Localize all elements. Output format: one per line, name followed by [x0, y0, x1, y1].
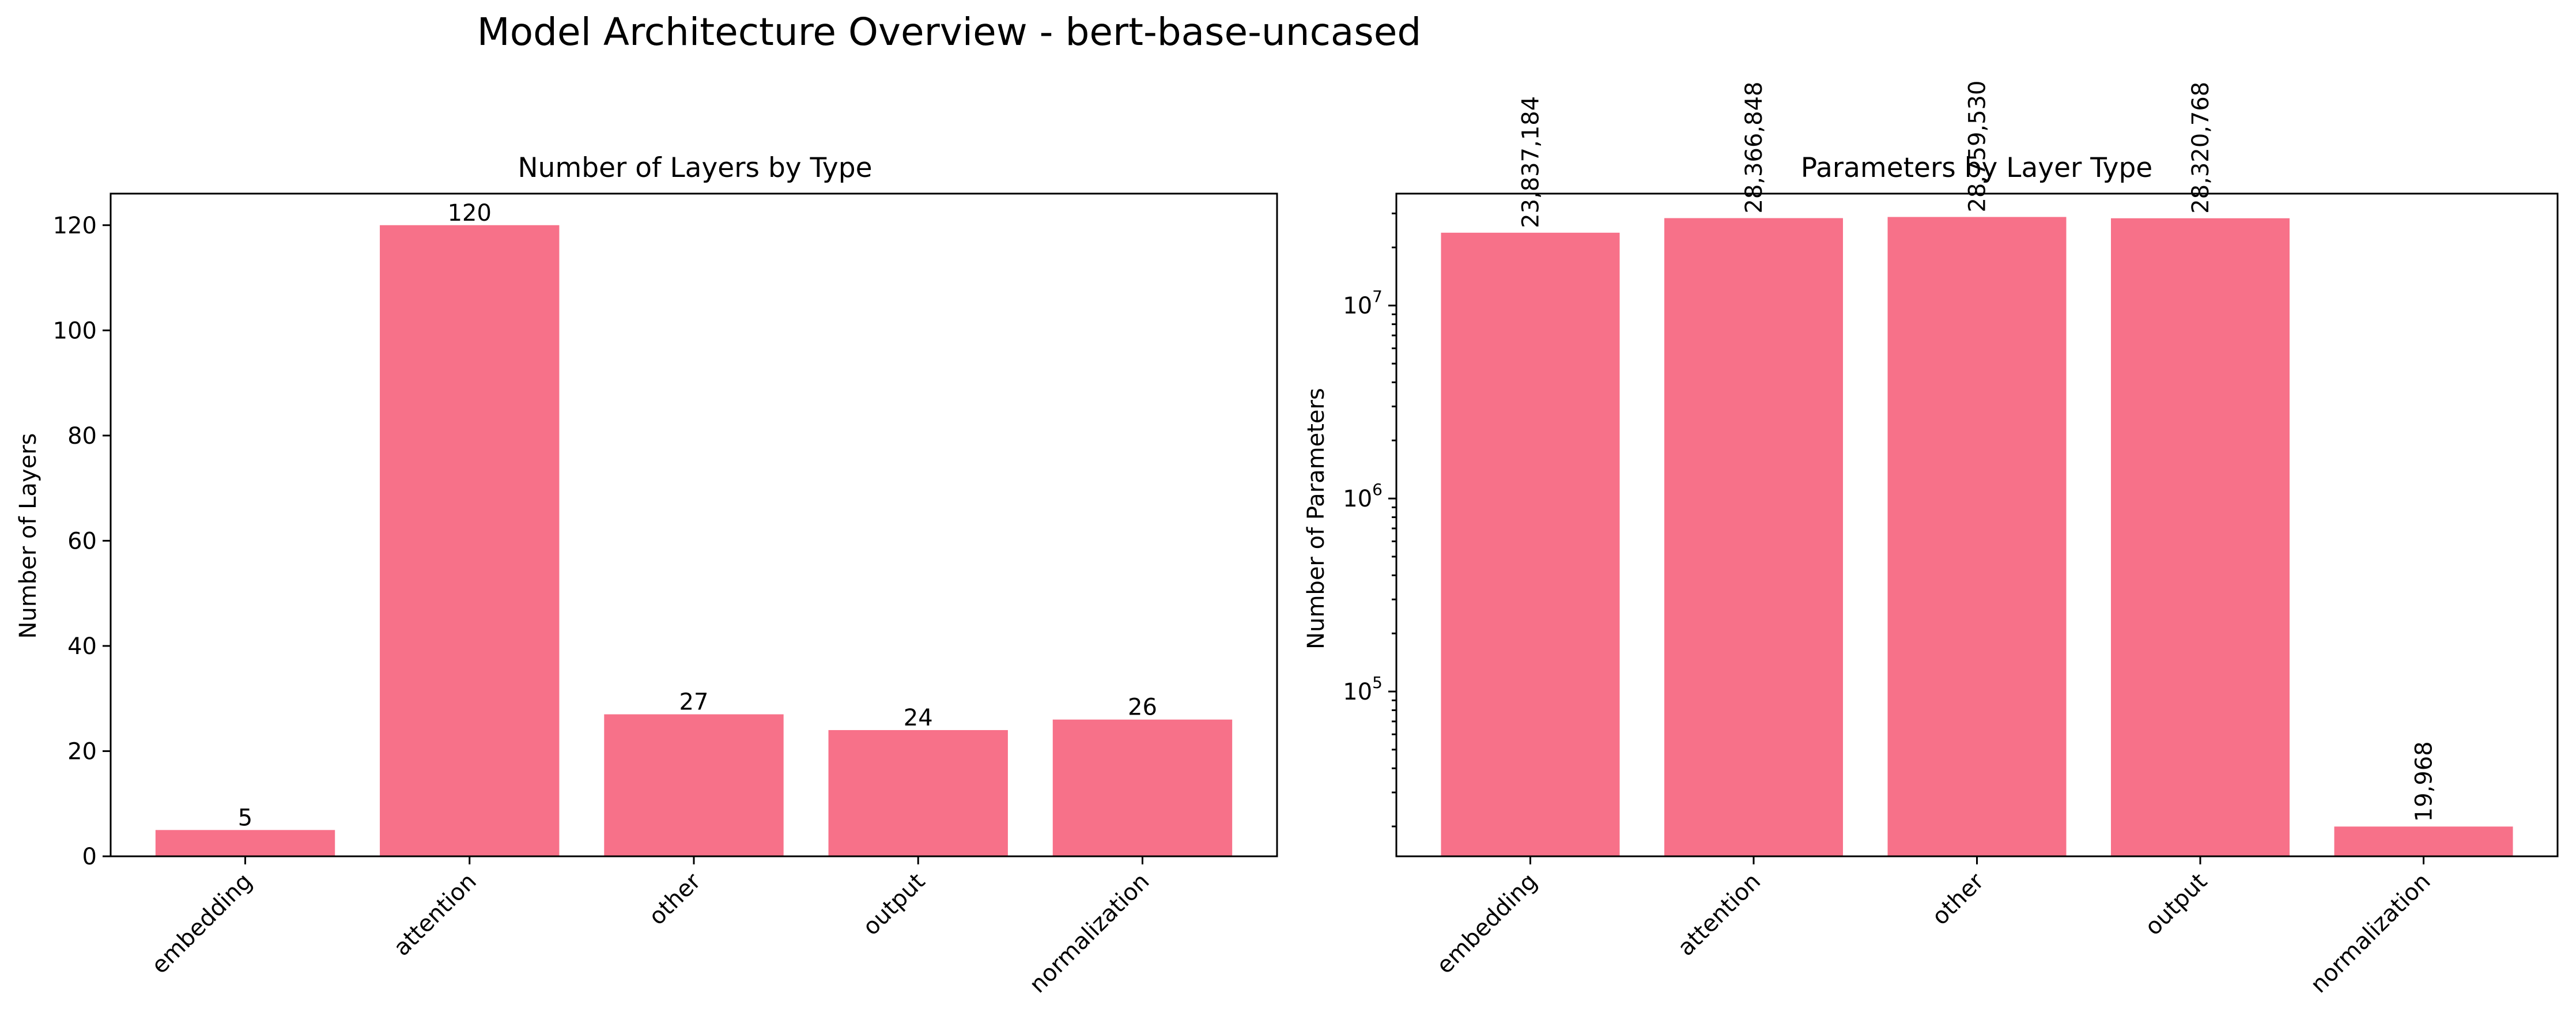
layers-x-tick-label: other	[644, 868, 706, 930]
figure-title: Model Architecture Overview - bert-base-…	[477, 10, 1421, 54]
parameters-x-tick-label: other	[1927, 868, 1989, 930]
layers-bar-output	[828, 730, 1008, 856]
parameters-bar-value-label: 28,320,768	[2188, 82, 2214, 214]
layers-chart: Number of Layers by Type Number of Layer…	[15, 152, 1278, 999]
layers-y-tick-label: 20	[67, 738, 97, 765]
parameters-bar-embedding	[1441, 232, 1620, 856]
parameters-chart-title: Parameters by Layer Type	[1801, 152, 2152, 184]
layers-y-tick-label: 40	[67, 633, 97, 660]
layers-y-tick-label: 80	[67, 423, 97, 449]
parameters-y-tick-label: 105	[1343, 673, 1383, 705]
parameters-bar-output	[2111, 218, 2290, 857]
layers-bar-other	[604, 714, 784, 856]
parameters-x-tick-label: attention	[1673, 868, 1766, 962]
layers-chart-title: Number of Layers by Type	[518, 152, 872, 184]
parameters-bar-value-label: 19,968	[2411, 741, 2438, 822]
parameters-y-tick-label: 107	[1343, 287, 1383, 319]
parameters-x-tick-label: output	[2140, 868, 2212, 941]
layers-bar-value-label: 5	[238, 804, 252, 831]
layers-chart-plot-frame	[109, 192, 1278, 857]
layers-y-tick-label: 120	[53, 213, 97, 239]
layers-bar-value-label: 24	[904, 705, 933, 731]
parameters-bar-value-label: 28,366,848	[1741, 81, 1767, 213]
parameters-x-tick-label: embedding	[1431, 868, 1542, 979]
layers-x-tick-label: attention	[388, 868, 482, 962]
layers-y-tick-label: 60	[67, 528, 97, 554]
layers-x-tick-label: embedding	[146, 868, 257, 979]
parameters-bar-other	[1887, 217, 2067, 857]
layers-bar-value-label: 120	[448, 200, 492, 226]
parameters-chart: Parameters by Layer Type Number of Param…	[1303, 80, 2559, 999]
layers-x-tick-label: normalization	[1025, 868, 1155, 999]
parameters-bar-attention	[1664, 218, 1843, 856]
parameters-x-tick-label: normalization	[2306, 868, 2436, 999]
parameters-chart-plot-frame	[1395, 192, 2559, 857]
parameters-chart-y-axis-label: Number of Parameters	[1303, 388, 1329, 649]
layers-y-tick-label: 100	[53, 318, 97, 344]
layers-chart-y-axis-label: Number of Layers	[15, 433, 41, 638]
layers-bar-value-label: 27	[679, 689, 709, 716]
layers-bar-attention	[380, 225, 560, 856]
layers-bar-embedding	[155, 830, 335, 856]
layers-bar-normalization	[1052, 719, 1233, 856]
parameters-y-tick-label: 106	[1343, 480, 1383, 512]
layers-x-tick-label: output	[858, 868, 930, 941]
parameters-bar-value-label: 23,837,184	[1518, 96, 1544, 228]
layers-y-tick-label: 0	[82, 844, 97, 870]
parameters-bar-normalization	[2334, 826, 2513, 856]
parameters-bar-value-label: 28,759,530	[1965, 80, 1991, 212]
layers-bar-value-label: 26	[1128, 694, 1157, 721]
